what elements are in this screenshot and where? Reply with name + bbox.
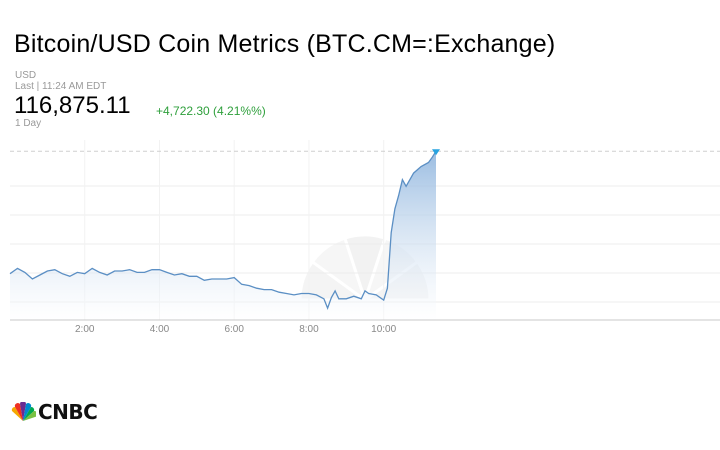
last-price: 116,875.11 bbox=[14, 92, 131, 119]
time-range-label[interactable]: 1 Day bbox=[15, 118, 42, 129]
currency-label: USD bbox=[15, 70, 37, 81]
page-title: Bitcoin/USD Coin Metrics (BTC.CM=:Exchan… bbox=[14, 30, 556, 58]
price-line bbox=[9, 150, 437, 310]
x-tick-label: 2:00 bbox=[75, 324, 95, 335]
x-tick-label: 8:00 bbox=[299, 324, 319, 335]
x-tick-label: 4:00 bbox=[150, 324, 170, 335]
last-point-marker bbox=[432, 149, 440, 156]
peacock-icon bbox=[11, 402, 36, 421]
price-area bbox=[10, 151, 436, 320]
price-chart[interactable]: 2:00 4:00 6:00 8:00 10:00 bbox=[0, 140, 720, 340]
x-axis: 2:00 4:00 6:00 8:00 10:00 bbox=[10, 319, 720, 335]
brand-logo-text: CNBC bbox=[38, 400, 98, 424]
x-tick-label: 6:00 bbox=[224, 324, 244, 335]
last-updated-label: Last | 11:24 AM EDT bbox=[15, 81, 107, 92]
x-tick-label: 10:00 bbox=[371, 324, 396, 335]
price-change: +4,722.30 (4.21%%) bbox=[156, 104, 266, 118]
brand-logo: CNBC bbox=[10, 400, 98, 424]
